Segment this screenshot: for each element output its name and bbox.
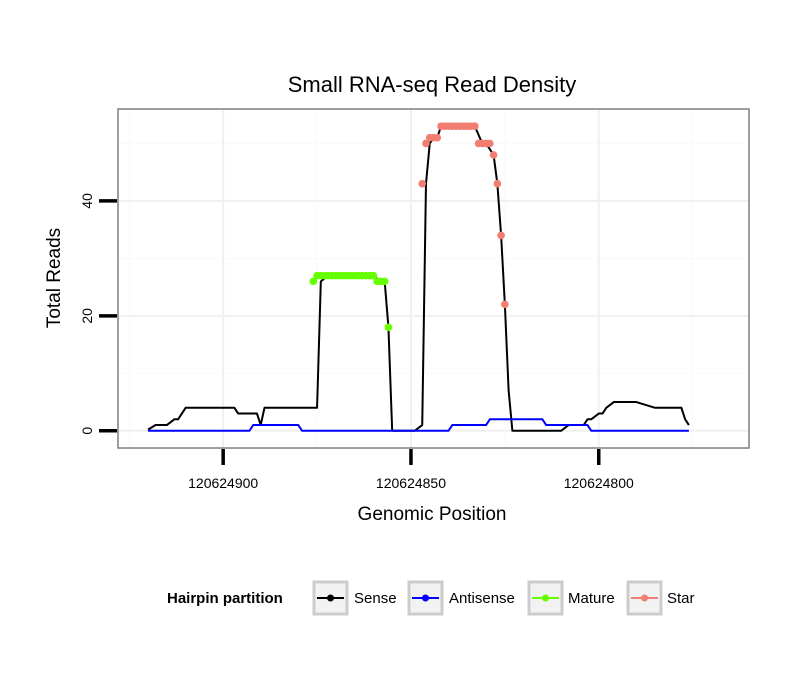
legend-key-dot-sense [327,594,334,602]
series-line-antisense [148,418,689,432]
legend: Hairpin partition Sense Antisense Mature… [167,580,695,616]
y-axis: 0 20 40 [79,193,117,435]
data-point-star [497,231,505,240]
x-tick-label: 120624800 [564,475,634,491]
x-axis: 120624900 120624850 120624800 [188,449,634,491]
legend-label-mature: Mature [568,590,615,607]
y-tick-label: 20 [79,308,95,324]
data-point-star [501,300,509,309]
data-point-mature [384,323,393,332]
data-point-star [433,133,442,142]
legend-title: Hairpin partition [167,590,283,607]
data-point-star [489,151,498,159]
chart-title: Small RNA-seq Read Density [288,72,577,97]
x-tick-label: 120624850 [376,475,446,491]
data-point-mature [309,277,318,286]
legend-key-dot-antisense [422,594,429,602]
data-point-star [471,122,479,131]
legend-item-antisense: Antisense [407,580,515,616]
data-point-mature [369,271,378,280]
data-point-star [422,139,430,148]
data-point-star [418,179,427,188]
data-point-star [486,139,494,148]
y-tick-label: 0 [79,427,95,435]
legend-item-star: Star [626,580,695,616]
x-tick-label: 120624900 [188,475,258,491]
x-axis-title: Genomic Position [358,504,507,525]
y-axis-title: Total Reads [44,228,65,328]
y-tick-label: 40 [79,193,95,209]
data-point-star [493,179,502,188]
series-layer [147,122,690,432]
data-point-mature [380,277,389,286]
plot-panel [117,108,750,449]
legend-key-dot-mature [542,594,549,602]
legend-label-star: Star [667,590,695,607]
legend-item-sense: Sense [312,580,397,616]
legend-key-dot-star [641,594,648,602]
legend-item-mature: Mature [527,580,615,616]
legend-label-antisense: Antisense [449,590,515,607]
legend-label-sense: Sense [354,590,397,607]
